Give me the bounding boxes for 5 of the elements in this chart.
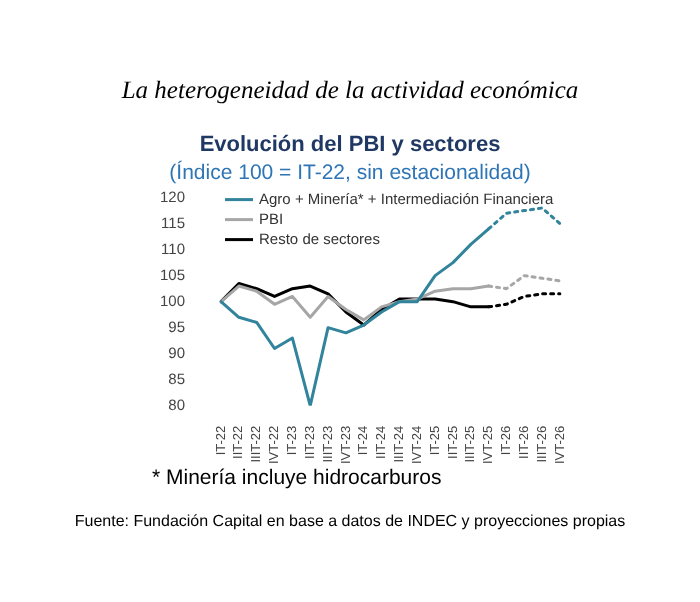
chart-subtitle: (Índice 100 = IT-22, sin estacionalidad) [169, 158, 531, 185]
source-note: Fuente: Fundación Capital en base a datos de INDEC y proyecciones propias [72, 512, 628, 530]
text: * Minería incluye hidrocarburos [152, 466, 442, 490]
text: La heterogeneidad de la actividad económica [119, 76, 581, 106]
chart-title: Evolución del PBI y sectores [199, 133, 501, 158]
